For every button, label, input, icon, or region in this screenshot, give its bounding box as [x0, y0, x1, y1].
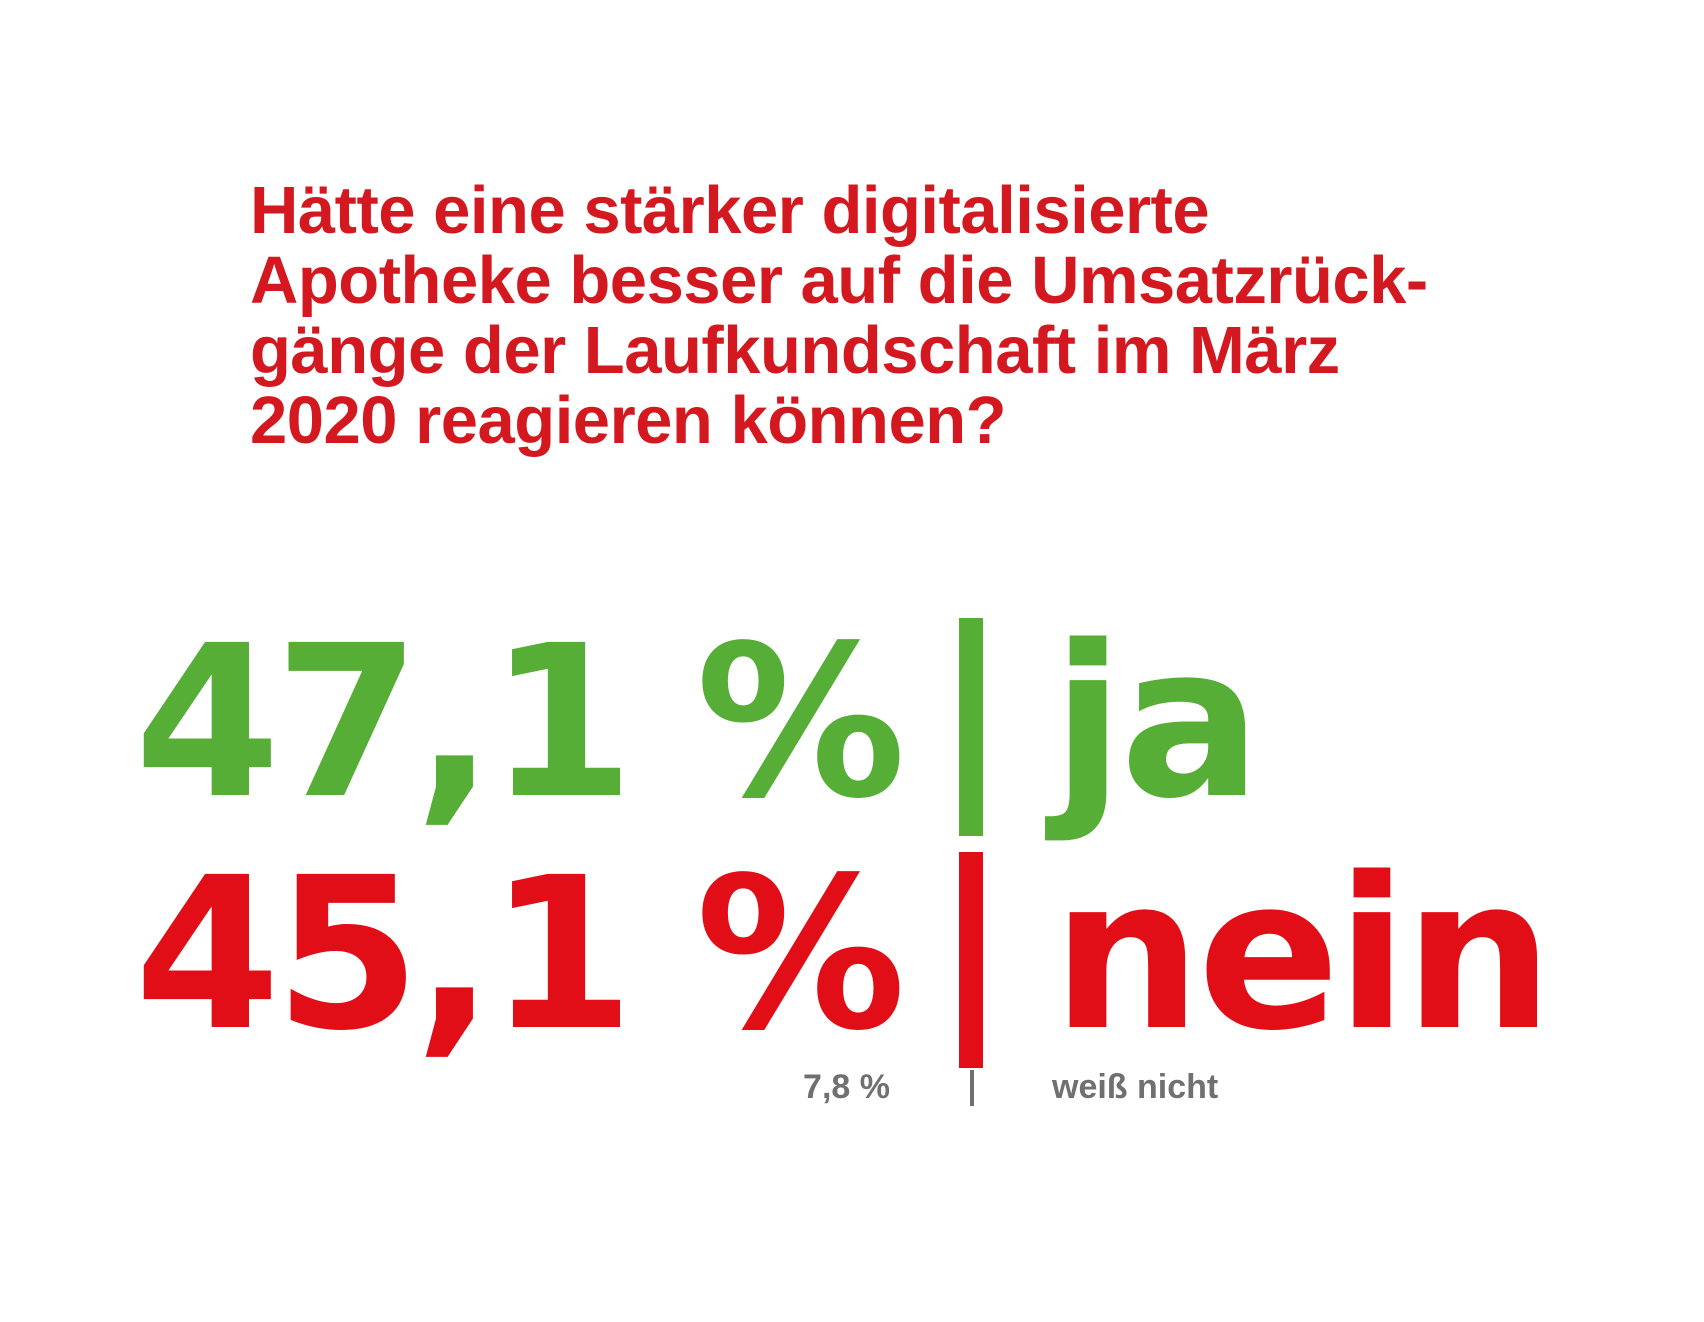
answer-percentage-ja: 47,1 %: [134, 600, 906, 845]
answer-separator-ja: [959, 618, 983, 836]
answer-separator-weiss-nicht: [970, 1070, 974, 1106]
answer-label-nein: nein: [1052, 832, 1553, 1077]
question-line-2: Apotheke besser auf die Umsatzrück-: [250, 243, 1428, 318]
answer-separator-nein: [959, 852, 983, 1068]
question-line-1: Hätte eine stärker digitalisierte: [250, 173, 1210, 248]
answer-label-ja: ja: [1052, 600, 1262, 845]
question-line-4: 2020 reagieren können?: [250, 383, 1007, 458]
survey-question: Hätte eine stärker digitalisierte Apothe…: [250, 176, 1500, 456]
answer-percentage-weiss-nicht: 7,8 %: [803, 1068, 890, 1106]
answer-percentage-nein: 45,1 %: [134, 832, 906, 1077]
answer-row-weiss-nicht: 7,8 % weiß nicht: [0, 1062, 1704, 1112]
answer-label-weiss-nicht: weiß nicht: [1052, 1068, 1219, 1106]
answer-row-ja: 47,1 % ja: [0, 608, 1704, 838]
answer-row-nein: 45,1 % nein: [0, 840, 1704, 1070]
question-line-3: gänge der Laufkundschaft im März: [250, 313, 1340, 388]
